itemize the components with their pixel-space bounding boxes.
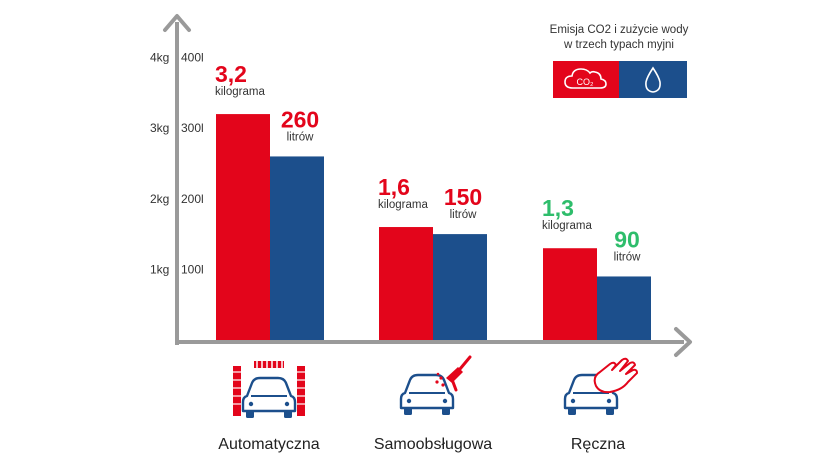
data-label-co2-value: 1,3 — [542, 195, 574, 221]
bar-water — [270, 156, 324, 340]
co2-icon-text: CO₂ — [577, 77, 595, 87]
data-label-co2-unit: kilograma — [215, 86, 265, 98]
car-wash-brush-icon — [233, 360, 305, 418]
legend-title-line1: Emisja CO2 i zużycie wody — [550, 24, 689, 36]
bar-water — [597, 276, 651, 340]
data-label-co2-value: 1,6 — [378, 174, 410, 200]
legend: Emisja CO2 i zużycie wody w trzech typac… — [550, 24, 689, 98]
cloud-co2-icon: CO₂ — [564, 68, 607, 89]
legend-swatch-co2 — [553, 61, 619, 98]
tick-label-left: 3kg — [150, 121, 169, 135]
data-label-water-value: 150 — [444, 184, 482, 210]
tick-label-right: 200l — [181, 192, 204, 206]
category-label-automatyczna: Automatyczna — [218, 436, 319, 453]
data-label-water-unit: litrów — [450, 209, 478, 221]
data-label-co2-unit: kilograma — [378, 199, 428, 211]
legend-title-line2: w trzech typach myjni — [563, 39, 674, 51]
data-label-water-value: 260 — [281, 106, 319, 132]
tick-label-left: 1kg — [150, 262, 169, 276]
tick-label-right: 400l — [181, 51, 204, 65]
data-label-water-value: 90 — [614, 226, 640, 252]
x-axis-arrow — [674, 327, 692, 357]
y-axis-arrow — [163, 14, 191, 32]
axes — [163, 14, 692, 357]
bar-co2 — [379, 227, 433, 340]
bar-water — [433, 234, 487, 340]
data-label-co2-value: 3,2 — [215, 61, 247, 87]
water-drop-icon — [645, 66, 661, 93]
data-label-water-unit: litrów — [287, 131, 315, 143]
bar-co2 — [543, 248, 597, 340]
car-spray-gun-icon — [399, 355, 472, 415]
bars — [216, 114, 651, 340]
bar-co2 — [216, 114, 270, 340]
tick-label-left: 4kg — [150, 51, 169, 65]
car-hand-wash-icon — [563, 357, 638, 415]
tick-labels: 1kg 100l 2kg 200l 3kg 300l 4kg 400l — [150, 51, 204, 277]
category-label-reczna: Ręczna — [571, 436, 625, 453]
data-label-water-unit: litrów — [614, 251, 642, 263]
tick-label-right: 300l — [181, 121, 204, 135]
tick-label-left: 2kg — [150, 192, 169, 206]
data-label-co2-unit: kilograma — [542, 220, 592, 232]
category-label-samoobslugowa: Samoobsługowa — [374, 436, 492, 453]
tick-label-right: 100l — [181, 262, 204, 276]
